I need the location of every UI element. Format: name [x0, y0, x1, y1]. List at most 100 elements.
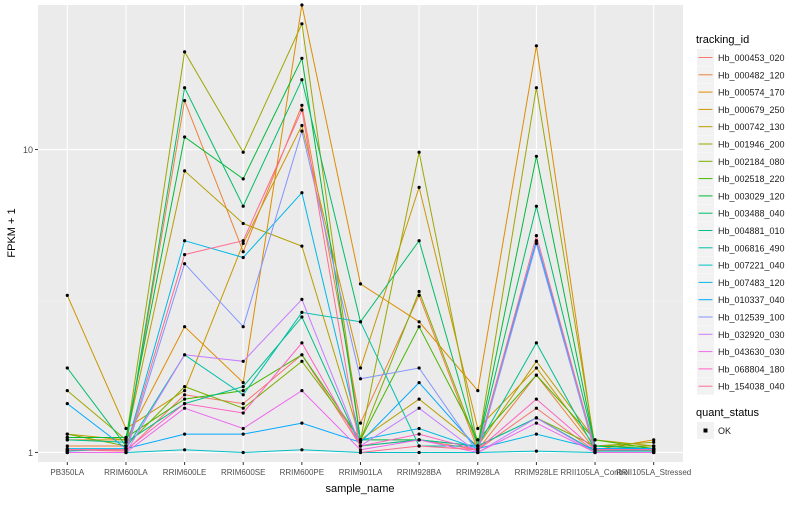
data-point-Hb_000574_170 — [652, 438, 656, 442]
data-point-Hb_002184_080 — [300, 359, 304, 363]
data-point-Hb_000742_130 — [534, 359, 539, 363]
legend-label: Hb_004881_010 — [718, 226, 785, 236]
data-point-Hb_001946_200 — [65, 389, 69, 393]
legend-label: Hb_001946_200 — [718, 140, 785, 150]
data-point-Hb_001946_200 — [124, 438, 128, 442]
legend-label: Hb_002184_080 — [718, 157, 785, 167]
data-point-Hb_043630_030 — [593, 450, 597, 455]
data-point-Hb_068804_180 — [183, 402, 187, 406]
data-point-Hb_000574_170 — [534, 44, 539, 48]
data-point-Hb_006816_490 — [358, 320, 363, 324]
data-point-Hb_000679_250 — [65, 293, 69, 297]
data-point-Hb_043630_030 — [124, 450, 128, 455]
data-point-Hb_003488_040 — [534, 204, 539, 208]
data-point-Hb_002184_080 — [652, 444, 656, 448]
data-point-Hb_012539_100 — [300, 129, 304, 133]
legend-label: Hb_003029_120 — [718, 191, 785, 201]
data-point-Hb_068804_180 — [534, 397, 539, 401]
data-point-Hb_032920_030 — [241, 359, 245, 363]
data-point-Hb_043630_030 — [183, 406, 187, 410]
data-point-Hb_012539_100 — [241, 325, 245, 329]
legend-label: Hb_000574_170 — [718, 88, 785, 98]
legend: tracking_id Hb_000453_020Hb_000482_120Hb… — [696, 34, 785, 439]
x-tick-label: RRIM600LA — [104, 468, 148, 477]
data-point-Hb_068804_180 — [358, 444, 363, 448]
data-point-Hb_000679_250 — [534, 366, 539, 370]
data-point-Hb_032920_030 — [300, 297, 304, 301]
x-tick-label: RRII105LA_Stressed — [616, 468, 691, 477]
axes: 1 10 PB350LA RRIM600LA RRIM600LE RRIM600SE RRI… — [23, 145, 691, 477]
data-point-Hb_154038_040 — [358, 450, 363, 455]
data-point-Hb_003029_120 — [534, 154, 539, 158]
legend-label: Hb_000482_120 — [718, 70, 785, 80]
data-point-Hb_043630_030 — [241, 426, 245, 431]
data-point-Hb_010337_040 — [300, 421, 304, 425]
data-point-Hb_007483_120 — [183, 239, 187, 243]
data-point-Hb_154038_040 — [593, 448, 597, 452]
data-point-Hb_002184_080 — [417, 289, 421, 294]
data-point-Hb_001946_200 — [183, 50, 187, 54]
data-point-Hb_032920_030 — [534, 416, 539, 420]
data-point-Hb_043630_030 — [65, 450, 69, 455]
data-point-Hb_007221_040 — [534, 449, 539, 453]
data-point-Hb_010337_040 — [534, 239, 539, 243]
data-point-Hb_032920_030 — [417, 406, 421, 410]
data-point-Hb_154038_040 — [300, 108, 304, 112]
x-tick-label: RRIM600PE — [280, 468, 324, 477]
data-point-Hb_010337_040 — [241, 432, 245, 436]
data-point-Hb_007221_040 — [417, 450, 421, 455]
data-point-Hb_154038_040 — [417, 444, 421, 448]
data-point-Hb_068804_180 — [300, 341, 304, 345]
data-point-Hb_003488_040 — [124, 444, 128, 448]
x-tick-label: RRIM600LE — [163, 468, 207, 477]
data-point-Hb_002518_220 — [534, 373, 539, 377]
legend-label: Hb_007221_040 — [718, 261, 785, 271]
legend-label: Hb_000742_130 — [718, 122, 785, 132]
data-point-Hb_002518_220 — [241, 389, 245, 393]
legend-label: Hb_032920_030 — [718, 330, 785, 340]
data-point-Hb_002518_220 — [300, 353, 304, 357]
data-point-Hb_000482_120 — [358, 421, 363, 425]
data-point-Hb_000453_020 — [241, 402, 245, 406]
legend-items: Hb_000453_020 Hb_000482_120 Hb_000574_170 H… — [697, 49, 785, 395]
legend-quant-title: quant_status — [696, 407, 759, 419]
data-point-Hb_000482_120 — [300, 103, 304, 107]
legend-label: Hb_003488_040 — [718, 209, 785, 219]
x-tick-label: PB350LA — [50, 468, 84, 477]
data-point-Hb_154038_040 — [652, 448, 656, 452]
legend-label: Hb_043630_030 — [718, 347, 785, 357]
data-point-Hb_001946_200 — [241, 150, 245, 154]
data-point-Hb_012539_100 — [417, 366, 421, 370]
data-point-Hb_032920_030 — [183, 353, 187, 357]
data-point-Hb_068804_180 — [417, 432, 421, 436]
data-point-Hb_007221_040 — [300, 448, 304, 452]
data-point-Hb_154038_040 — [476, 448, 480, 452]
data-point-Hb_000742_130 — [183, 169, 187, 173]
data-point-Hb_000574_170 — [358, 282, 363, 286]
legend-label: Hb_007483_120 — [718, 278, 785, 288]
legend-title: tracking_id — [696, 34, 749, 46]
data-point-Hb_004881_010 — [241, 385, 245, 389]
data-point-Hb_000742_130 — [417, 397, 421, 401]
legend-quant-label: OK — [718, 426, 731, 436]
data-point-Hb_000574_170 — [300, 3, 304, 7]
data-point-Hb_000482_120 — [241, 250, 245, 254]
legend-label: Hb_006816_490 — [718, 243, 785, 253]
data-point-Hb_043630_030 — [652, 450, 656, 455]
data-point-Hb_000482_120 — [183, 99, 187, 103]
data-point-Hb_003488_040 — [300, 78, 304, 82]
data-point-Hb_000574_170 — [241, 381, 245, 385]
data-point-Hb_003488_040 — [183, 86, 187, 90]
data-point-Hb_043630_030 — [358, 448, 363, 452]
data-point-Hb_001946_200 — [300, 22, 304, 26]
data-point-Hb_007483_120 — [358, 438, 363, 442]
y-tick-label: 10 — [23, 145, 33, 155]
data-point-Hb_003029_120 — [300, 56, 304, 60]
data-point-Hb_000574_170 — [476, 389, 480, 393]
data-point-Hb_003488_040 — [241, 204, 245, 208]
data-point-Hb_004881_010 — [534, 341, 539, 345]
legend-quant-marker — [703, 428, 708, 433]
legend-label: Hb_000453_020 — [718, 53, 785, 63]
data-point-Hb_006816_490 — [476, 444, 480, 448]
